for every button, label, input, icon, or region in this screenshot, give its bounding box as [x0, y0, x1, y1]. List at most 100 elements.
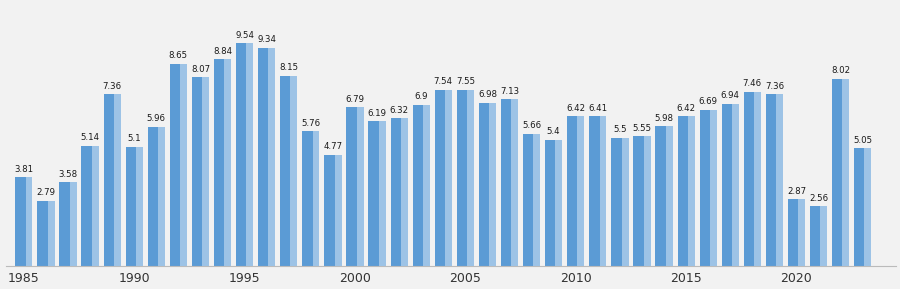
Bar [346, 108, 364, 266]
Bar [335, 155, 341, 266]
Text: 6.94: 6.94 [721, 91, 740, 100]
Bar [599, 116, 607, 266]
Bar [202, 77, 209, 266]
Bar [435, 90, 452, 266]
Text: 8.15: 8.15 [279, 63, 298, 72]
Text: 8.84: 8.84 [213, 47, 232, 56]
Bar [634, 136, 651, 266]
Bar [280, 75, 297, 266]
Bar [842, 79, 850, 266]
Bar [688, 116, 695, 266]
Bar [291, 75, 297, 266]
Text: 5.66: 5.66 [522, 121, 541, 130]
Text: 6.69: 6.69 [698, 97, 717, 106]
Bar [15, 177, 32, 266]
Bar [92, 146, 99, 266]
Bar [766, 94, 783, 266]
Text: 7.36: 7.36 [765, 81, 784, 90]
Bar [590, 116, 607, 266]
Bar [104, 94, 121, 266]
Bar [25, 177, 32, 266]
Bar [423, 105, 430, 266]
Bar [302, 131, 320, 266]
Text: 5.96: 5.96 [147, 114, 166, 123]
Text: 8.65: 8.65 [169, 51, 188, 60]
Bar [490, 103, 496, 266]
Bar [391, 118, 408, 266]
Bar [798, 199, 806, 266]
Text: 7.46: 7.46 [742, 79, 762, 88]
Bar [170, 64, 187, 266]
Bar [258, 48, 275, 266]
Bar [192, 77, 209, 266]
Text: 6.98: 6.98 [478, 90, 497, 99]
Bar [126, 147, 143, 266]
Bar [457, 90, 474, 266]
Text: 3.58: 3.58 [58, 170, 77, 179]
Bar [666, 126, 672, 266]
Text: 5.5: 5.5 [613, 125, 626, 134]
Text: 6.9: 6.9 [415, 92, 428, 101]
Bar [545, 140, 562, 266]
Text: 9.34: 9.34 [257, 35, 276, 44]
Text: 6.32: 6.32 [390, 106, 409, 115]
Bar [400, 118, 408, 266]
Bar [445, 90, 452, 266]
Bar [324, 155, 341, 266]
Bar [732, 104, 739, 266]
Bar [655, 126, 672, 266]
Text: 7.55: 7.55 [455, 77, 475, 86]
Bar [832, 79, 850, 266]
Bar [776, 94, 783, 266]
Bar [236, 43, 253, 266]
Bar [644, 136, 651, 266]
Text: 5.4: 5.4 [547, 127, 561, 136]
Text: 7.54: 7.54 [434, 77, 453, 86]
Bar [479, 103, 496, 266]
Text: 6.42: 6.42 [566, 103, 585, 112]
Bar [368, 121, 386, 266]
Text: 2.79: 2.79 [36, 188, 56, 197]
Bar [214, 60, 231, 266]
Bar [180, 64, 187, 266]
Bar [710, 110, 716, 266]
Text: 5.1: 5.1 [128, 134, 141, 143]
Bar [523, 134, 540, 266]
Bar [158, 127, 165, 266]
Bar [224, 60, 231, 266]
Bar [788, 199, 806, 266]
Bar [622, 138, 628, 266]
Bar [268, 48, 275, 266]
Text: 2.56: 2.56 [809, 194, 828, 203]
Bar [864, 148, 871, 266]
Text: 5.76: 5.76 [302, 119, 320, 128]
Bar [312, 131, 319, 266]
Text: 6.42: 6.42 [677, 103, 696, 112]
Bar [148, 127, 165, 266]
Bar [501, 99, 518, 266]
Bar [356, 108, 364, 266]
Bar [511, 99, 518, 266]
Bar [578, 116, 584, 266]
Bar [48, 201, 55, 266]
Bar [722, 104, 739, 266]
Bar [37, 201, 55, 266]
Bar [743, 92, 761, 266]
Bar [567, 116, 584, 266]
Text: 7.13: 7.13 [500, 87, 519, 96]
Text: 5.14: 5.14 [80, 134, 100, 142]
Bar [136, 147, 143, 266]
Bar [69, 182, 76, 266]
Text: 7.36: 7.36 [103, 81, 122, 90]
Text: 5.98: 5.98 [654, 114, 673, 123]
Bar [59, 182, 76, 266]
Text: 8.07: 8.07 [191, 65, 210, 74]
Text: 8.02: 8.02 [831, 66, 850, 75]
Text: 2.87: 2.87 [787, 187, 806, 196]
Bar [611, 138, 628, 266]
Text: 6.19: 6.19 [367, 109, 387, 118]
Text: 5.55: 5.55 [633, 124, 652, 133]
Text: 4.77: 4.77 [323, 142, 343, 151]
Bar [114, 94, 121, 266]
Bar [699, 110, 716, 266]
